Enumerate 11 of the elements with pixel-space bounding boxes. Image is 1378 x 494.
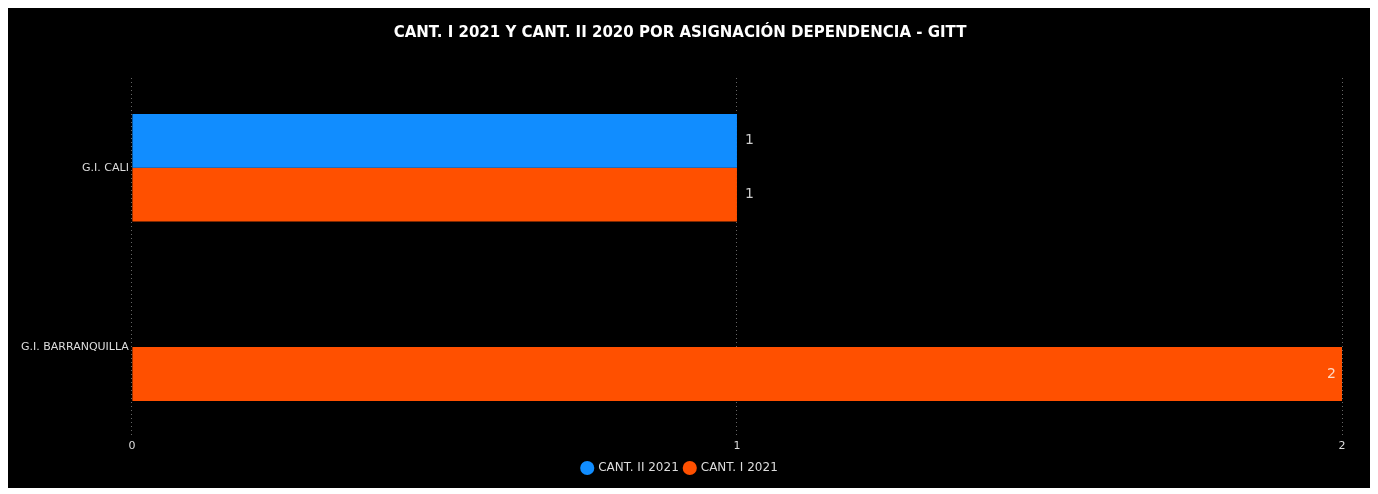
data-label: 2 [1327, 364, 1336, 381]
x-tick-label: 2 [1338, 439, 1346, 453]
legend-label: CANT. I 2021 [700, 460, 778, 475]
legend-label: CANT. II 2021 [598, 460, 679, 475]
data-label: 1 [744, 131, 754, 148]
x-tick-label: 0 [128, 439, 136, 453]
y-tick-label: G.I. BARRANQUILLA [20, 339, 130, 353]
chart-title: CANT. I 2021 Y CANT. II 2020 POR ASIGNACIÓN DEPENDENCIA - GITT [393, 21, 968, 41]
x-tick-label: 1 [733, 439, 741, 453]
y-tick-label: G.I. CALI [82, 160, 129, 174]
data-label: 1 [744, 185, 754, 202]
